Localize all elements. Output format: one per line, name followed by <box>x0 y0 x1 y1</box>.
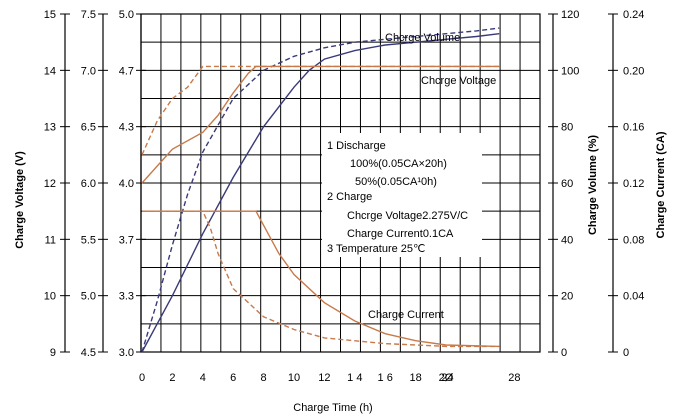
x-tick-label: 6 <box>230 372 236 384</box>
y-axis-label-current: Charge Current (CA) <box>655 131 667 238</box>
y-tick-label: 9 <box>50 347 56 359</box>
y-tick-label: 13 <box>44 122 56 134</box>
y-tick-label: 0 <box>561 347 567 359</box>
x-tick-label: 1 4 <box>347 372 362 384</box>
y-tick-label: 4.7 <box>119 65 134 77</box>
series-line-current-dashed <box>142 210 500 348</box>
y-axis-label-volume: Charge Volume (%) <box>587 135 599 235</box>
y-tick-label: 0 <box>623 347 629 359</box>
y-tick-label: 5.0 <box>81 291 96 303</box>
x-tick-label: 12 <box>318 372 330 384</box>
y-tick-label: 60 <box>561 178 573 190</box>
y-tick-label: 20 <box>561 291 573 303</box>
curve-label-volume: Chcrge Volume <box>385 32 460 44</box>
y-tick-label: 0.12 <box>623 178 644 190</box>
y-tick-label: 15 <box>44 9 56 21</box>
y-tick-label: 4.0 <box>119 178 134 190</box>
y-tick-label: 120 <box>561 9 579 21</box>
y-tick-label: 0.04 <box>623 291 644 303</box>
y-tick-label: 7.0 <box>81 65 96 77</box>
y-tick-label: 12 <box>44 178 56 190</box>
y-tick-label: 6.0 <box>81 178 96 190</box>
y-tick-label: 0.24 <box>623 9 644 21</box>
y-tick-label: 10 <box>44 291 56 303</box>
y-tick-label: 7.5 <box>81 9 96 21</box>
y-tick-label: 0.08 <box>623 234 644 246</box>
x-tick-label: 28 <box>508 372 520 384</box>
x-tick-label: 24 <box>441 372 453 384</box>
y-tick-label: 0.16 <box>623 122 644 134</box>
y-tick-label: 3.3 <box>119 291 134 303</box>
x-tick-label: 8 <box>261 372 267 384</box>
y-tick-label: 6.5 <box>81 122 96 134</box>
y-tick-label: 4.3 <box>119 122 134 134</box>
axes: 9 10 11 12 13 14 15 4.5 5.0 5.5 6.0 6.5 7.0 7.5 3.0 3.3… <box>44 9 645 384</box>
curve-label-voltage: Chcrge Voltage <box>421 75 496 87</box>
y-tick-label: 40 <box>561 234 573 246</box>
note-charge: 2 Charge <box>327 191 372 203</box>
notes-box <box>322 133 482 257</box>
y-axis-label-voltage: Charge Voltage (V) <box>14 151 26 249</box>
x-tick-label: 0 <box>139 372 145 384</box>
note-discharge-50: 50%(0.05CA¹0h) <box>355 176 437 188</box>
series-line-voltage-solid <box>141 65 500 184</box>
note-discharge-100: 100%(0.05CA×20h) <box>350 158 447 170</box>
y-tick-label: 3.0 <box>119 347 134 359</box>
y-tick-label: 100 <box>561 65 579 77</box>
series-line-volume-dashed <box>141 27 500 353</box>
x-tick-label: 1 6 <box>378 372 393 384</box>
x-tick-label: 10 <box>288 372 300 384</box>
note-discharge: 1 Discharge <box>327 140 386 152</box>
series-line-voltage-dashed <box>141 65 500 156</box>
note-charge-current: Charge Current0.1CA <box>347 228 454 240</box>
y-tick-label: 5.5 <box>81 234 96 246</box>
x-tick-label: 4 <box>200 372 206 384</box>
x-tick-label: 18 <box>409 372 421 384</box>
y-tick-label: 5.0 <box>119 9 134 21</box>
x-tick-label: 2Ø <box>439 372 454 384</box>
y-tick-label: 4.5 <box>81 347 96 359</box>
note-temperature: 3 Temperature 25℃ <box>327 243 425 255</box>
x-tick-label: 2 <box>169 372 175 384</box>
x-axis-label: Charge Time (h) <box>293 402 372 414</box>
y-tick-label: 14 <box>44 65 56 77</box>
y-tick-label: 11 <box>45 234 56 246</box>
y-tick-label: 0.20 <box>623 65 644 77</box>
y-tick-label: 80 <box>561 122 573 134</box>
series-line-current-solid <box>142 210 500 348</box>
y-tick-label: 3.7 <box>119 234 134 246</box>
series-line-volume-solid <box>141 33 500 353</box>
note-charge-voltage: Chcrge Voltage2.275V/C <box>347 210 468 222</box>
series-layer <box>141 27 500 353</box>
curve-label-current: Charge Current <box>368 309 444 321</box>
